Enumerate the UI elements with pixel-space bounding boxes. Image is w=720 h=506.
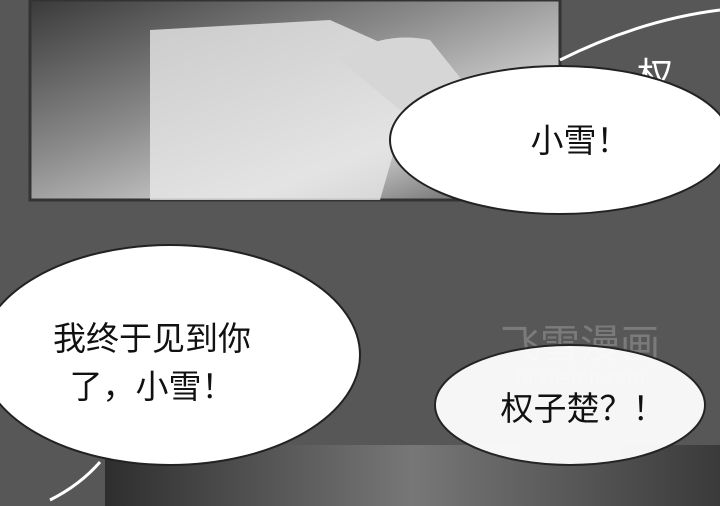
speech-line [49,461,102,502]
speech-line [559,8,720,62]
speech-bubble [389,65,720,215]
bubble-text: 小雪！ [531,121,630,160]
speech-bubble [0,244,361,466]
bubble-text: 权子楚？！ [501,389,666,428]
bubble-text: 我终于见到你 [53,319,251,358]
speech-bubble [434,344,706,466]
bubble-text: 了，小雪！ [70,367,235,406]
